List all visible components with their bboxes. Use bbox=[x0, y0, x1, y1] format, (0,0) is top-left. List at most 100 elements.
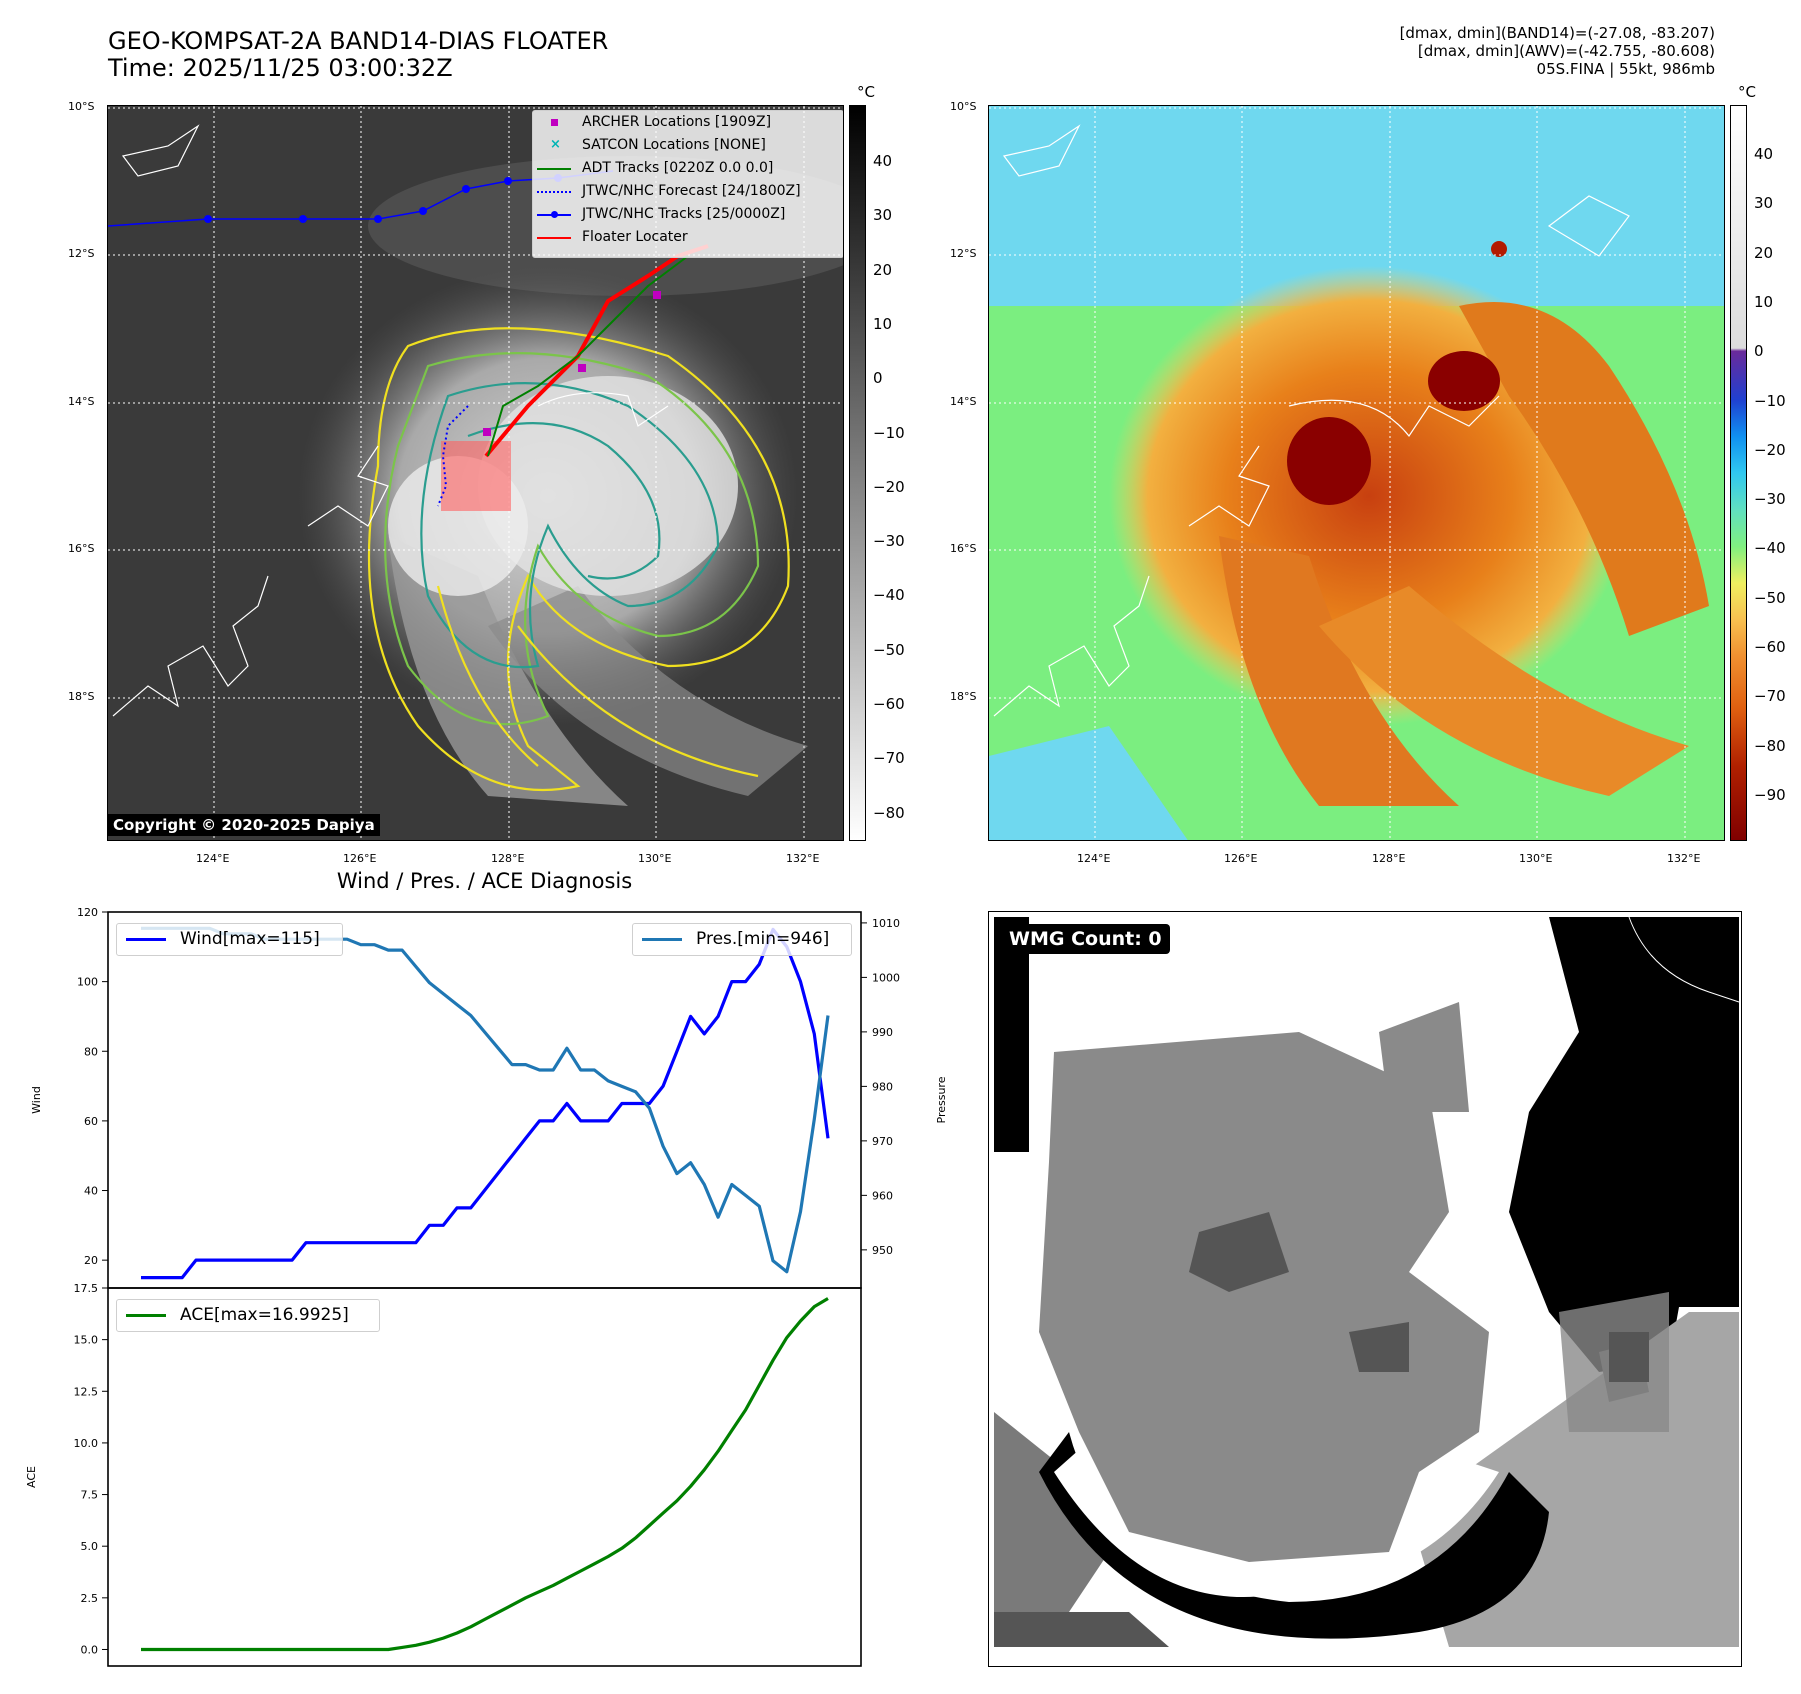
gray-colorbar bbox=[849, 105, 866, 841]
legend-item-satcon: × SATCON Locations [NONE] bbox=[533, 134, 843, 157]
colorbar-tick-label: −50 bbox=[873, 640, 905, 659]
ace-tick: 10.0 bbox=[74, 1437, 99, 1450]
colorbar-tick-label: 30 bbox=[1754, 194, 1774, 213]
legend-label: JTWC/NHC Forecast [24/1800Z] bbox=[582, 183, 801, 199]
colorbar-tick-label: 10 bbox=[873, 314, 893, 333]
colorbar-tick-label: −80 bbox=[1754, 736, 1786, 755]
stats-line-3: 05S.FINA | 55kt, 986mb bbox=[1536, 60, 1715, 78]
wind-pressure-frame bbox=[107, 911, 862, 1289]
lon-label: 128°E bbox=[491, 852, 525, 865]
colorbar-tick-label: 20 bbox=[1754, 243, 1774, 262]
lon-label: 130°E bbox=[638, 852, 672, 865]
wind-tick: 100 bbox=[77, 976, 98, 989]
forecast-line-icon bbox=[537, 191, 571, 193]
colorbar-tick-label: −20 bbox=[1754, 440, 1786, 459]
gray-colorbar-unit: °C bbox=[857, 83, 875, 101]
ace-tick: 0.0 bbox=[81, 1643, 99, 1656]
legend-item-adt: ADT Tracks [0220Z 0.0 0.0] bbox=[533, 157, 843, 180]
pressure-tick: 1000 bbox=[872, 971, 900, 984]
colorbar-tick-label: −40 bbox=[1754, 539, 1786, 558]
legend-label: SATCON Locations [NONE] bbox=[582, 137, 766, 153]
pressure-tick: 990 bbox=[872, 1026, 893, 1039]
floater-line-icon bbox=[537, 237, 571, 239]
diagnosis-title: Wind / Pres. / ACE Diagnosis bbox=[336, 869, 633, 893]
title-line-2: Time: 2025/11/25 03:00:32Z bbox=[108, 54, 453, 82]
legend-label: JTWC/NHC Tracks [25/0000Z] bbox=[582, 206, 786, 222]
ace-line-icon bbox=[126, 1314, 166, 1317]
ace-tick: 7.5 bbox=[81, 1489, 99, 1502]
pressure-series-line bbox=[141, 926, 830, 1274]
legend-item-floater: Floater Locater bbox=[533, 226, 843, 249]
legend-label: ARCHER Locations [1909Z] bbox=[582, 114, 772, 130]
figure-title: GEO-KOMPSAT-2A BAND14-DIAS FLOATER Time: … bbox=[108, 28, 608, 82]
ace-tick: 12.5 bbox=[74, 1385, 99, 1398]
pressure-axis-label: Pressure bbox=[935, 1076, 948, 1123]
colorbar-tick-label: −90 bbox=[1754, 785, 1786, 804]
legend-label: Floater Locater bbox=[582, 229, 688, 245]
adt-line-icon bbox=[537, 168, 571, 170]
lat-label: 12°S bbox=[950, 247, 977, 260]
ace-series-line bbox=[141, 1297, 829, 1652]
pressure-tick: 1010 bbox=[872, 917, 900, 930]
satcon-marker-icon: × bbox=[550, 137, 561, 152]
pressure-legend: Pres.[min=946] bbox=[632, 923, 852, 956]
wmg-panel-canvas bbox=[994, 916, 1740, 1662]
ace-legend-label: ACE[max=16.9925] bbox=[180, 1305, 349, 1325]
lat-label: 12°S bbox=[68, 247, 95, 260]
colorbar-tick-label: 0 bbox=[873, 369, 883, 388]
pressure-legend-label: Pres.[min=946] bbox=[696, 929, 830, 949]
ace-tick: 2.5 bbox=[81, 1592, 99, 1605]
lat-label: 18°S bbox=[950, 690, 977, 703]
lat-label: 16°S bbox=[950, 542, 977, 555]
lon-label: 126°E bbox=[1224, 852, 1258, 865]
lat-label: 14°S bbox=[68, 395, 95, 408]
ace-tick: 5.0 bbox=[81, 1540, 99, 1553]
pressure-tick: 960 bbox=[872, 1189, 893, 1202]
title-line-1: GEO-KOMPSAT-2A BAND14-DIAS FLOATER bbox=[108, 27, 609, 55]
lon-label: 132°E bbox=[786, 852, 820, 865]
stats-line-1: [dmax, dmin](BAND14)=(-27.08, -83.207) bbox=[1399, 24, 1715, 42]
colorbar-tick-label: 10 bbox=[1754, 292, 1774, 311]
colorbar-tick-label: −50 bbox=[1754, 588, 1786, 607]
colorbar-tick-label: 40 bbox=[1754, 145, 1774, 163]
pressure-line-icon bbox=[642, 938, 682, 941]
wind-axis-label: Wind bbox=[30, 1086, 43, 1114]
wmg-count-badge: WMG Count: 0 bbox=[1001, 924, 1170, 954]
map-legend: ARCHER Locations [1909Z] × SATCON Locatio… bbox=[532, 110, 843, 258]
colorbar-tick-label: −70 bbox=[873, 749, 905, 768]
ace-tick: 15.0 bbox=[74, 1334, 99, 1347]
legend-item-archer: ARCHER Locations [1909Z] bbox=[533, 111, 843, 134]
wind-legend: Wind[max=115] bbox=[116, 923, 343, 956]
ace-legend: ACE[max=16.9925] bbox=[116, 1299, 380, 1332]
lon-label: 124°E bbox=[1077, 852, 1111, 865]
lon-label: 130°E bbox=[1519, 852, 1553, 865]
wmg-panel: WMG Count: 0 bbox=[988, 911, 1742, 1667]
lat-label: 10°S bbox=[68, 100, 95, 113]
lon-label: 126°E bbox=[343, 852, 377, 865]
colorbar-tick-label: −40 bbox=[873, 586, 905, 605]
color-colorbar-unit: °C bbox=[1738, 83, 1756, 101]
colorbar-tick-label: −30 bbox=[1754, 490, 1786, 509]
colorbar-tick-label: −20 bbox=[873, 477, 905, 496]
stats-line-2: [dmax, dmin](AWV)=(-42.755, -80.608) bbox=[1417, 42, 1715, 60]
colorbar-tick-label: 0 bbox=[1754, 342, 1764, 361]
colorbar-tick-label: 40 bbox=[873, 152, 893, 170]
ir-color-map bbox=[988, 105, 1725, 841]
colorbar-tick-label: −70 bbox=[1754, 687, 1786, 706]
wind-tick: 60 bbox=[84, 1115, 98, 1128]
wind-series-line bbox=[141, 927, 830, 1280]
lat-label: 10°S bbox=[950, 100, 977, 113]
pressure-tick: 970 bbox=[872, 1135, 893, 1148]
colorbar-tick-label: 20 bbox=[873, 260, 893, 279]
ir-gray-map: ARCHER Locations [1909Z] × SATCON Locatio… bbox=[107, 105, 844, 841]
colorbar-tick-label: −30 bbox=[873, 532, 905, 551]
legend-item-tracks: JTWC/NHC Tracks [25/0000Z] bbox=[533, 203, 843, 226]
colorbar-tick-label: −10 bbox=[873, 423, 905, 442]
pressure-tick: 980 bbox=[872, 1080, 893, 1093]
colorbar-tick-label: −60 bbox=[873, 695, 905, 713]
pressure-tick: 950 bbox=[872, 1244, 893, 1257]
colorbar-tick-label: −60 bbox=[1754, 638, 1786, 656]
lat-label: 18°S bbox=[68, 690, 95, 703]
ace-axis-label: ACE bbox=[25, 1466, 38, 1488]
legend-item-forecast: JTWC/NHC Forecast [24/1800Z] bbox=[533, 180, 843, 203]
